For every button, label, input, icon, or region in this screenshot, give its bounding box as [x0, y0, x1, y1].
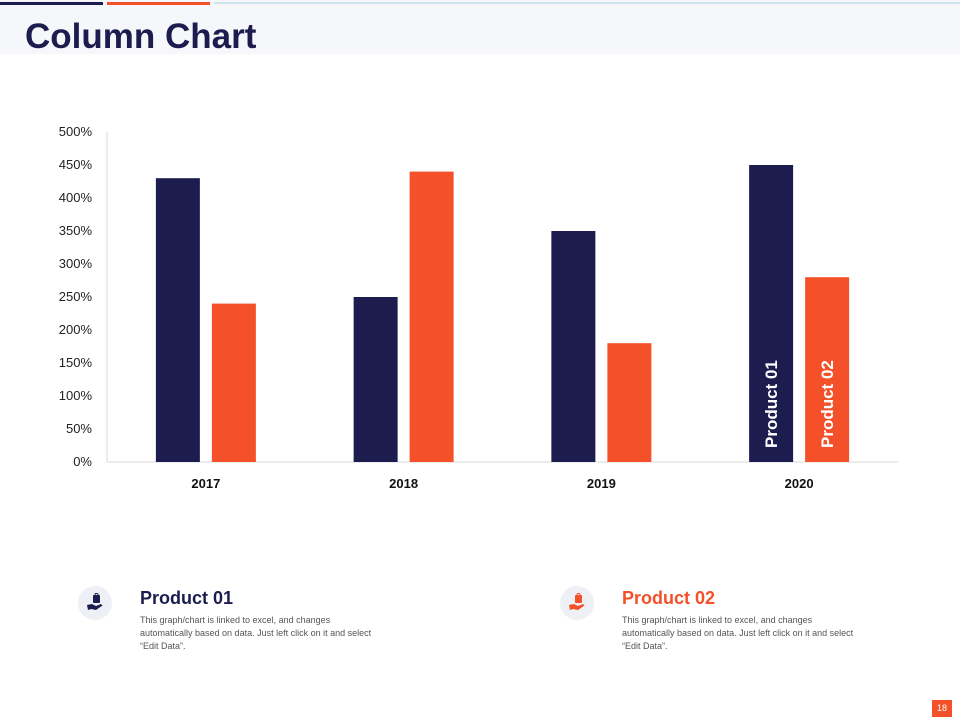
- y-tick-label: 200%: [59, 322, 93, 337]
- x-tick-label: 2020: [785, 476, 814, 491]
- bar-product-02-2020: [805, 277, 850, 462]
- hand-bag-icon: [560, 586, 594, 620]
- page-title: Column Chart: [25, 17, 257, 56]
- bar-product-01-2017: [155, 178, 200, 462]
- bar-product-02-2018: [409, 171, 454, 462]
- accent-line-navy: [0, 2, 103, 5]
- bar-series-label: Product 02: [818, 360, 837, 448]
- accent-line-orange: [107, 2, 210, 5]
- legend-description: This graph/chart is linked to excel, and…: [622, 615, 854, 651]
- y-tick-label: 150%: [59, 355, 93, 370]
- legend-title: Product 02: [622, 588, 716, 608]
- y-tick-label: 50%: [66, 421, 92, 436]
- bar-product-01-2018: [353, 297, 398, 462]
- page-number: 18: [932, 700, 952, 717]
- bar-product-02-2019: [607, 343, 652, 462]
- x-tick-label: 2018: [389, 476, 418, 491]
- y-tick-label: 300%: [59, 256, 93, 271]
- bar-product-01-2020: [749, 165, 794, 462]
- accent-line-light: [214, 2, 960, 4]
- y-tick-label: 250%: [59, 289, 93, 304]
- legend-description: This graph/chart is linked to excel, and…: [140, 615, 372, 651]
- y-tick-label: 100%: [59, 388, 93, 403]
- column-chart: 0% 50% 100% 150% 200% 250% 300% 350% 400% 450% 500…: [59, 124, 898, 491]
- y-tick-label: 400%: [59, 190, 93, 205]
- x-tick-label: 2017: [191, 476, 220, 491]
- y-tick-label: 450%: [59, 157, 93, 172]
- hand-bag-icon: [78, 586, 112, 620]
- y-tick-label: 350%: [59, 223, 93, 238]
- x-tick-label: 2019: [587, 476, 616, 491]
- y-tick-label: 500%: [59, 124, 93, 139]
- y-tick-label: 0%: [73, 454, 92, 469]
- bar-product-01-2019: [551, 231, 596, 462]
- title-band: [0, 0, 960, 54]
- bar-product-02-2017: [211, 303, 256, 462]
- legend-title: Product 01: [140, 588, 234, 608]
- bar-series-label: Product 01: [762, 360, 781, 448]
